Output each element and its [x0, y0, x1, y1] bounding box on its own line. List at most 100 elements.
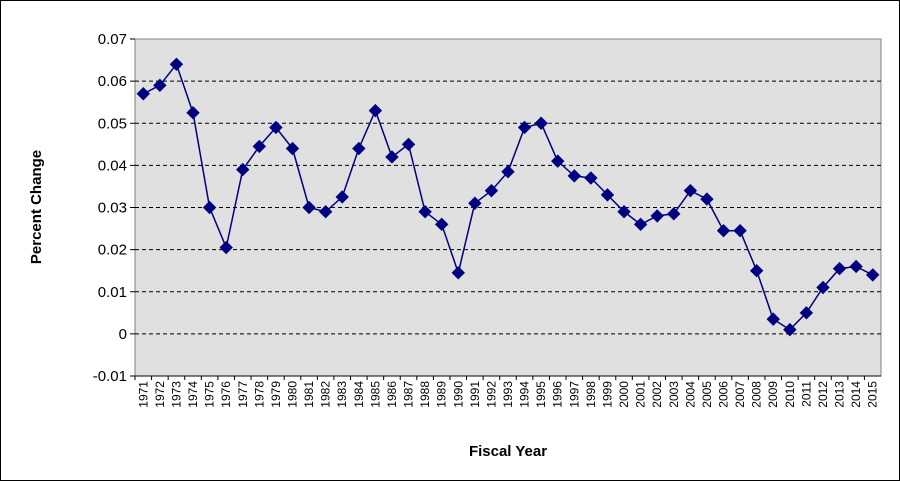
x-tick-label: 1972	[153, 381, 167, 408]
x-tick-label: 2014	[849, 381, 863, 408]
x-tick-label: 2001	[634, 381, 648, 408]
data-point-1980	[285, 141, 300, 156]
data-point-2000	[617, 205, 631, 219]
x-tick-label: 1999	[600, 381, 614, 408]
y-tick-label: 0.02	[98, 242, 127, 259]
x-tick-label: 1976	[219, 381, 233, 408]
data-point-1986	[385, 150, 399, 164]
x-tick-label: 1990	[451, 381, 465, 408]
x-tick-label: 1977	[236, 381, 250, 408]
x-tick-label: 1997	[567, 381, 581, 408]
data-point-2008	[749, 263, 764, 278]
data-point-1994	[517, 120, 532, 135]
data-point-2005	[700, 192, 714, 206]
data-point-1982	[318, 205, 333, 219]
data-point-1978	[252, 139, 267, 154]
y-tick-label: 0.07	[98, 31, 127, 48]
y-axis-title: Percent Change	[28, 150, 45, 264]
y-tick-label: -0.01	[93, 368, 127, 385]
x-tick-label: 2005	[700, 381, 714, 408]
x-tick-label: 1988	[418, 381, 432, 408]
x-tick-label: 2000	[617, 381, 631, 408]
x-tick-label: 2002	[650, 381, 664, 408]
data-point-1985	[368, 103, 383, 118]
data-point-2010	[783, 322, 797, 337]
x-tick-label: 2004	[683, 381, 697, 408]
data-point-1987	[401, 137, 416, 152]
y-tick-label: 0.01	[98, 284, 127, 301]
data-point-1975	[202, 200, 217, 215]
x-tick-label: 1989	[435, 381, 449, 408]
data-point-2009	[766, 312, 780, 326]
x-tick-label: 2007	[733, 381, 747, 408]
data-point-2012	[816, 280, 830, 295]
x-tick-label: 2015	[866, 381, 880, 408]
data-point-1988	[418, 205, 432, 219]
y-axis-ticks: 0.07 0.06 0.05 0.04 0.03 0.02 0.01 0 -0.01	[93, 31, 135, 385]
x-tick-label: 1978	[252, 381, 266, 408]
x-tick-label: 1998	[584, 381, 598, 408]
x-tick-label: 1973	[169, 381, 183, 408]
data-point-2001	[633, 217, 648, 232]
x-tick-label: 1993	[501, 381, 515, 408]
x-tick-label: 2009	[766, 381, 780, 408]
data-point-2014	[849, 259, 863, 274]
x-tick-label: 2003	[667, 381, 681, 408]
y-tick-label: 0.06	[98, 73, 127, 90]
data-point-1991	[468, 196, 482, 210]
y-tick-label: 0.04	[98, 157, 127, 174]
data-point-1974	[186, 106, 200, 120]
x-tick-label: 1986	[385, 381, 399, 408]
x-tick-label: 1979	[269, 381, 283, 408]
data-point-1972	[153, 78, 167, 93]
x-axis-title: Fiscal Year	[469, 443, 547, 460]
data-point-2013	[832, 261, 847, 276]
x-tick-label: 1984	[352, 381, 366, 408]
x-tick-label: 1992	[484, 381, 498, 408]
x-tick-label: 1975	[203, 381, 217, 408]
data-point-1998	[584, 171, 598, 185]
x-tick-label: 1994	[518, 381, 532, 408]
data-point-1976	[219, 240, 233, 255]
x-tick-label: 1996	[551, 381, 565, 408]
x-axis-ticks: 1971 1972 1973 1974 1975 1976 1977 1978 1979 1980…	[134, 375, 881, 408]
data-point-1995	[534, 116, 548, 130]
x-tick-label: 1987	[402, 381, 416, 408]
x-tick-label: 1974	[186, 381, 200, 408]
x-tick-label: 2008	[750, 381, 764, 408]
data-markers	[136, 57, 880, 337]
data-point-2002	[650, 209, 664, 223]
data-point-1992	[484, 183, 499, 198]
data-point-1984	[352, 141, 366, 156]
x-tick-label: 1983	[335, 381, 349, 408]
data-point-2007	[733, 223, 747, 238]
x-tick-label: 1995	[534, 381, 548, 408]
data-point-2003	[667, 207, 681, 221]
data-point-2004	[683, 183, 698, 198]
data-point-1979	[269, 120, 283, 135]
x-tick-label: 1985	[368, 381, 382, 408]
data-point-1977	[236, 162, 250, 177]
x-tick-label: 2012	[816, 381, 830, 408]
data-point-1973	[169, 57, 184, 71]
x-tick-label: 1980	[285, 381, 299, 408]
data-point-2011	[799, 306, 814, 320]
data-point-1999	[600, 188, 615, 202]
x-tick-label: 2010	[783, 381, 797, 408]
x-tick-label: 1991	[468, 381, 482, 408]
y-tick-label: 0.03	[98, 200, 127, 217]
x-tick-label: 2006	[717, 381, 731, 408]
data-point-1996	[551, 154, 565, 168]
x-tick-label: 1981	[302, 381, 316, 408]
data-point-2015	[866, 268, 880, 282]
data-point-1997	[567, 169, 582, 183]
x-tick-label: 1982	[319, 381, 333, 408]
data-point-1990	[451, 266, 465, 280]
data-point-2006	[716, 223, 731, 238]
x-tick-label: 1971	[136, 381, 150, 408]
y-tick-label: 0	[119, 326, 127, 343]
data-point-1981	[302, 200, 316, 215]
x-tick-label: 2011	[799, 381, 813, 407]
data-point-1971	[136, 87, 150, 101]
